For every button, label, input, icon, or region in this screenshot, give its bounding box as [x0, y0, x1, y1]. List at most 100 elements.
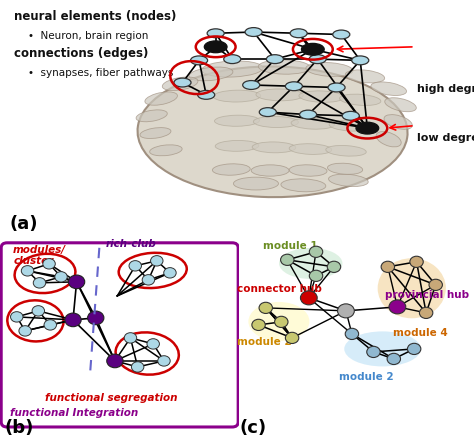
Circle shape: [124, 333, 137, 343]
Circle shape: [290, 29, 307, 38]
Ellipse shape: [299, 91, 344, 103]
Ellipse shape: [162, 77, 198, 91]
Ellipse shape: [328, 163, 363, 174]
Circle shape: [300, 110, 317, 119]
Circle shape: [410, 256, 423, 268]
Text: rich-club: rich-club: [105, 239, 156, 249]
Circle shape: [367, 346, 380, 358]
Circle shape: [389, 300, 406, 314]
Ellipse shape: [378, 258, 446, 318]
Circle shape: [142, 275, 155, 285]
Ellipse shape: [145, 92, 177, 105]
Circle shape: [224, 55, 241, 63]
Ellipse shape: [376, 132, 401, 147]
Circle shape: [327, 261, 341, 272]
Circle shape: [68, 275, 85, 289]
Ellipse shape: [252, 142, 296, 153]
Ellipse shape: [384, 114, 412, 129]
Circle shape: [198, 91, 215, 99]
Circle shape: [345, 328, 359, 340]
Ellipse shape: [328, 174, 368, 187]
Circle shape: [342, 111, 359, 120]
Circle shape: [333, 30, 350, 39]
Ellipse shape: [258, 60, 310, 74]
Text: module 2: module 2: [339, 372, 393, 382]
Circle shape: [301, 291, 317, 305]
Text: functional Integration: functional Integration: [9, 408, 138, 418]
Circle shape: [55, 271, 67, 282]
Circle shape: [310, 246, 323, 257]
Circle shape: [274, 316, 288, 327]
Circle shape: [32, 306, 45, 316]
Circle shape: [310, 270, 323, 282]
Circle shape: [419, 307, 433, 319]
Circle shape: [285, 82, 302, 91]
Ellipse shape: [215, 115, 259, 126]
Ellipse shape: [371, 82, 407, 95]
Circle shape: [129, 260, 141, 271]
Circle shape: [387, 353, 401, 364]
Text: •  Neuron, brain region: • Neuron, brain region: [28, 31, 149, 41]
Text: module 2: module 2: [237, 337, 292, 347]
Ellipse shape: [136, 110, 167, 122]
Circle shape: [337, 304, 354, 318]
Circle shape: [33, 278, 46, 288]
Ellipse shape: [137, 66, 408, 197]
Circle shape: [381, 261, 394, 272]
Ellipse shape: [256, 89, 303, 101]
Text: functional segregation: functional segregation: [46, 393, 178, 403]
Text: (c): (c): [239, 419, 266, 437]
Circle shape: [174, 78, 191, 87]
Circle shape: [252, 319, 265, 330]
Circle shape: [309, 55, 326, 63]
Text: connector hub: connector hub: [237, 284, 322, 294]
Ellipse shape: [344, 331, 421, 367]
Circle shape: [19, 326, 31, 336]
Circle shape: [164, 268, 176, 278]
Ellipse shape: [385, 98, 416, 112]
Circle shape: [408, 343, 421, 355]
Circle shape: [10, 312, 23, 322]
Ellipse shape: [233, 177, 279, 190]
Circle shape: [147, 339, 159, 349]
Text: module 4: module 4: [392, 328, 447, 338]
Ellipse shape: [254, 117, 298, 128]
Circle shape: [204, 41, 227, 53]
Text: cluster: cluster: [13, 256, 54, 266]
Circle shape: [352, 56, 369, 65]
Text: (b): (b): [5, 419, 34, 437]
Circle shape: [266, 55, 283, 63]
Text: •  synapses, fiber pathways: • synapses, fiber pathways: [28, 68, 174, 78]
Circle shape: [191, 56, 208, 65]
Circle shape: [65, 313, 81, 326]
Ellipse shape: [289, 165, 327, 176]
Circle shape: [285, 332, 299, 344]
Circle shape: [259, 108, 276, 117]
Ellipse shape: [189, 67, 233, 81]
Ellipse shape: [248, 302, 310, 341]
Ellipse shape: [140, 128, 171, 139]
Text: high degree: high degree: [417, 84, 474, 94]
Circle shape: [429, 279, 442, 290]
Circle shape: [356, 122, 379, 134]
Circle shape: [245, 28, 262, 37]
Circle shape: [88, 311, 104, 325]
Text: module 1: module 1: [264, 241, 318, 251]
Circle shape: [151, 256, 163, 266]
Ellipse shape: [306, 62, 353, 77]
Ellipse shape: [345, 70, 385, 83]
Ellipse shape: [326, 146, 366, 156]
Circle shape: [259, 302, 273, 313]
Ellipse shape: [213, 90, 261, 102]
Ellipse shape: [212, 164, 250, 175]
Ellipse shape: [150, 145, 182, 156]
Ellipse shape: [279, 248, 343, 279]
Text: connections (edges): connections (edges): [14, 47, 148, 60]
Ellipse shape: [281, 179, 326, 192]
Circle shape: [207, 29, 224, 38]
Circle shape: [107, 354, 123, 368]
Ellipse shape: [289, 144, 332, 154]
Ellipse shape: [291, 118, 335, 129]
Circle shape: [281, 254, 294, 265]
Circle shape: [43, 259, 55, 269]
